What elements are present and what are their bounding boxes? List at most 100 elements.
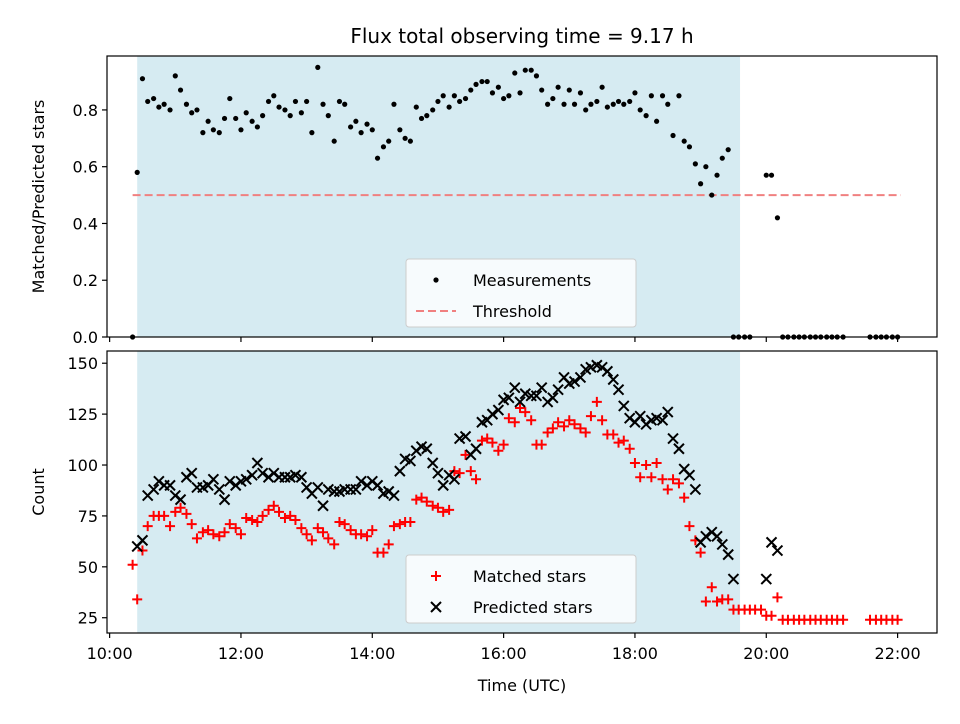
predicted-stars-point: [727, 573, 740, 585]
measurement-point: [145, 98, 151, 105]
predicted-stars-point: [459, 430, 472, 443]
measurement-point: [627, 98, 633, 105]
measurement-point: [506, 93, 512, 99]
predicted-stars-point: [421, 443, 433, 455]
measurement-point: [210, 127, 216, 133]
measurement-point: [304, 98, 310, 105]
measurement-point: [271, 93, 277, 99]
measurement-point: [550, 95, 556, 102]
measurement-point: [703, 164, 709, 170]
predicted-stars-point: [218, 493, 231, 506]
measurement-point: [446, 104, 452, 110]
measurement-point: [484, 78, 490, 85]
measurement-point: [315, 64, 321, 70]
matched-stars-point: [657, 474, 668, 485]
measurement-point: [331, 138, 337, 144]
matched-stars-point: [318, 527, 329, 538]
predicted-stars-point: [240, 473, 252, 485]
predicted-stars-point: [568, 375, 581, 388]
predicted-stars-point: [224, 475, 236, 488]
matched-stars-point: [285, 510, 296, 521]
measurement-point: [522, 67, 528, 73]
x-tick-label: 10:00: [87, 644, 133, 663]
predicted-stars-point: [711, 530, 723, 542]
measurement-point: [364, 121, 370, 127]
measurement-point: [468, 87, 474, 93]
measurement-point: [643, 113, 649, 119]
predicted-stars-point: [174, 493, 187, 506]
measurement-point: [594, 98, 600, 105]
predicted-stars-point: [535, 381, 548, 394]
matched-stars-point: [580, 427, 591, 438]
predicted-stars-point: [492, 404, 505, 416]
measurement-point: [260, 113, 266, 119]
matched-stars-point: [334, 517, 345, 528]
y-tick-label: 75: [78, 507, 98, 526]
predicted-stars-point: [689, 483, 702, 496]
legend-marker: [433, 277, 439, 283]
predicted-stars-point: [448, 473, 461, 485]
matched-stars-point: [536, 439, 547, 450]
measurement-point: [233, 115, 239, 122]
matched-stars-point: [526, 415, 537, 426]
measurement-point: [599, 84, 605, 90]
predicted-stars-point: [700, 530, 712, 542]
measurement-point: [659, 93, 666, 99]
matched-stars-point: [132, 594, 143, 605]
matched-stars-point: [673, 478, 684, 489]
measurement-point: [265, 98, 272, 105]
predicted-stars-point: [147, 483, 160, 496]
matched-stars-point: [487, 437, 498, 448]
matched-stars-point: [772, 592, 783, 603]
predicted-stars-point: [426, 457, 439, 469]
matched-stars-point: [197, 527, 208, 538]
measurement-point: [134, 169, 140, 175]
matched-stars-point: [679, 492, 690, 503]
chart-title: Flux total observing time = 9.17 h: [350, 24, 693, 48]
predicted-stars-point: [662, 406, 674, 418]
measurement-point: [714, 172, 720, 178]
y-tick-label: 0.8: [73, 101, 98, 120]
matched-stars-point: [268, 500, 279, 511]
predicted-stars-point: [246, 469, 258, 481]
measurement-point: [555, 84, 561, 90]
matched-stars-point: [591, 396, 602, 407]
matched-stars-point: [559, 421, 570, 432]
measurement-point: [665, 101, 671, 107]
x-axis-label: Time (UTC): [477, 676, 566, 695]
predicted-stars-point: [760, 573, 772, 585]
matched-stars-point: [323, 533, 334, 544]
measurement-point: [495, 84, 501, 90]
matched-stars-point: [394, 519, 405, 530]
predicted-stars-point: [765, 536, 778, 549]
matched-stars-point: [175, 502, 186, 513]
matched-stars-point: [608, 429, 619, 440]
predicted-stars-point: [656, 414, 669, 426]
measurement-point: [325, 113, 331, 119]
matched-stars-point: [367, 525, 378, 536]
measurement-point: [577, 90, 584, 96]
measurement-point: [566, 87, 572, 93]
measurement-point: [249, 118, 255, 124]
matched-stars-point: [700, 596, 711, 607]
measurement-point: [615, 98, 622, 105]
measurement-point: [336, 98, 343, 105]
matched-stars-point: [564, 415, 575, 426]
legend-box: [405, 258, 637, 328]
predicted-stars-point: [317, 500, 329, 512]
measurement-point: [686, 144, 693, 150]
y-axis-label: Count: [29, 468, 48, 516]
measurement-point: [287, 113, 293, 119]
measurement-point: [709, 192, 715, 198]
measurement-point: [216, 130, 222, 136]
measurement-point: [545, 101, 551, 107]
measurement-point: [227, 95, 233, 102]
measurement-point: [588, 101, 594, 107]
matched-stars-point: [498, 439, 509, 450]
measurement-point: [517, 90, 523, 96]
measurement-point: [172, 73, 178, 79]
matched-stars-point: [641, 460, 652, 471]
matched-stars-point: [444, 504, 455, 515]
measurement-point: [151, 95, 157, 102]
measurement-point: [648, 93, 654, 99]
